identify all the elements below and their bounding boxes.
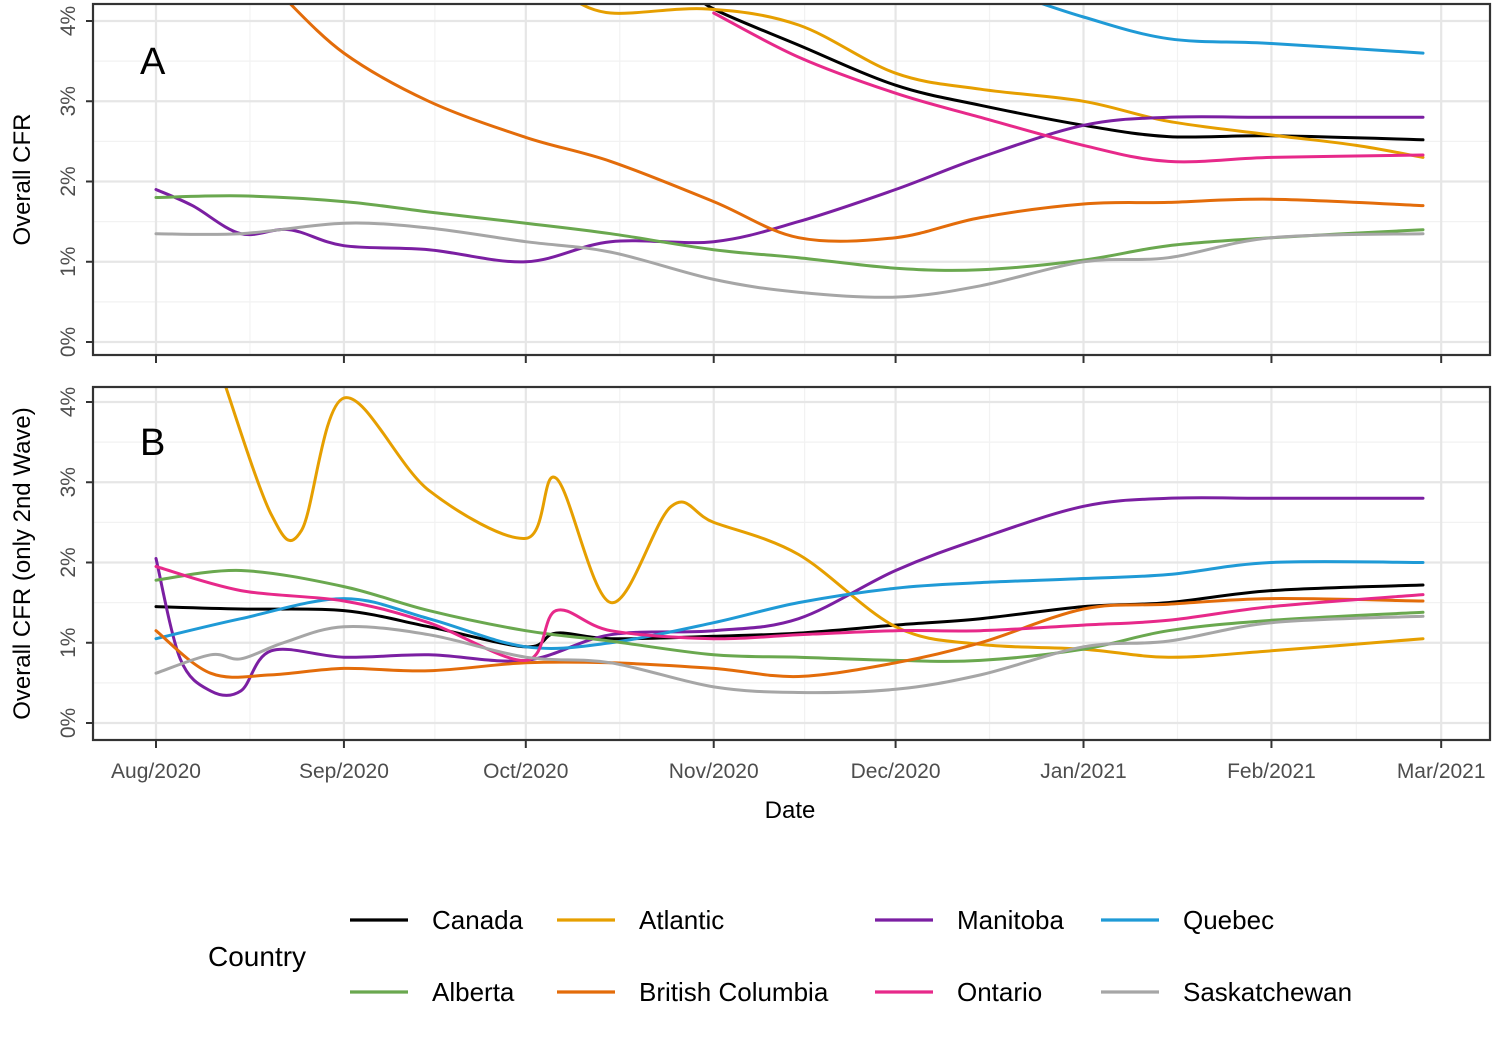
x-tick-label: Nov/2020 xyxy=(669,760,759,783)
series-line-alberta xyxy=(154,568,1425,663)
legend-label: Alberta xyxy=(432,977,515,1007)
y-tick-label: 2% xyxy=(57,547,80,577)
y-tick-label: 0% xyxy=(57,708,80,738)
legend-label: Saskatchewan xyxy=(1183,977,1352,1007)
legend-label: Quebec xyxy=(1183,905,1274,935)
series-line-quebec xyxy=(154,560,1425,650)
series-lines xyxy=(154,387,1425,697)
y-axis-title: Overall CFR xyxy=(9,113,36,245)
y-tick-label: 0% xyxy=(57,327,80,357)
legend-label: Ontario xyxy=(957,977,1042,1007)
series-line-british-columbia xyxy=(154,597,1425,679)
panel-b: 0% 1% 2% 3% 4% B Overall CFR (only 2nd Wave) Au… xyxy=(9,385,1492,783)
panel-tag: B xyxy=(140,422,165,464)
x-axis-title: Date xyxy=(765,797,816,824)
series-line-manitoba xyxy=(154,496,1425,697)
y-axis-title: Overall CFR (only 2nd Wave) xyxy=(9,407,36,720)
series-line-ontario xyxy=(712,11,1425,164)
legend-label: Atlantic xyxy=(639,905,724,935)
series-line-alberta xyxy=(154,194,1425,272)
legend-label: Manitoba xyxy=(957,905,1064,935)
chart-panels: 0% 1% 2% 3% 4% A Overall CFR 0% 1% 2% 3% 4% B Overall… xyxy=(9,2,1492,783)
x-tick-label: Aug/2020 xyxy=(111,760,201,783)
series-line-saskatchewan xyxy=(154,221,1425,299)
y-tick-label: 2% xyxy=(57,166,80,196)
y-tick-label: 3% xyxy=(57,467,80,497)
legend-item-quebec: Quebec xyxy=(1101,905,1274,935)
series-line-atlantic xyxy=(577,4,1425,159)
panel-border xyxy=(91,385,1492,742)
legend: Country Canada Atlantic Manitoba Quebec Albe… xyxy=(208,905,1352,1007)
x-tick-label: Dec/2020 xyxy=(851,760,941,783)
series-line-saskatchewan xyxy=(154,614,1425,695)
legend-item-atlantic: Atlantic xyxy=(557,905,724,935)
x-tick-label: Mar/2021 xyxy=(1397,760,1486,783)
legend-item-ontario: Ontario xyxy=(875,977,1042,1007)
series-line-quebec xyxy=(1038,4,1425,55)
series-line-atlantic xyxy=(224,387,1425,659)
series-lines xyxy=(154,4,1425,299)
series-line-ontario xyxy=(154,565,1425,662)
x-tick-label: Sep/2020 xyxy=(299,760,389,783)
legend-item-manitoba: Manitoba xyxy=(875,905,1064,935)
y-tick-label: 1% xyxy=(57,247,80,277)
series-line-british-columbia xyxy=(288,4,1425,243)
series-line-canada xyxy=(154,583,1425,649)
legend-item-british-columbia: British Columbia xyxy=(557,977,829,1007)
series-line-canada xyxy=(702,4,1425,142)
y-tick-label: 3% xyxy=(57,86,80,116)
y-tick-label: 1% xyxy=(57,628,80,658)
legend-label: British Columbia xyxy=(639,977,829,1007)
x-tick-label: Jan/2021 xyxy=(1040,760,1126,783)
panel-tag: A xyxy=(140,41,166,83)
panel-a: 0% 1% 2% 3% 4% A Overall CFR xyxy=(9,2,1492,363)
legend-title: Country xyxy=(208,941,306,972)
panel-border xyxy=(91,2,1492,357)
legend-item-saskatchewan: Saskatchewan xyxy=(1101,977,1352,1007)
y-tick-label: 4% xyxy=(57,6,80,36)
legend-item-alberta: Alberta xyxy=(350,977,515,1007)
legend-label: Canada xyxy=(432,905,524,935)
legend-item-canada: Canada xyxy=(350,905,524,935)
x-tick-label: Feb/2021 xyxy=(1227,760,1316,783)
x-tick-label: Oct/2020 xyxy=(483,760,568,783)
y-tick-label: 4% xyxy=(57,387,80,417)
